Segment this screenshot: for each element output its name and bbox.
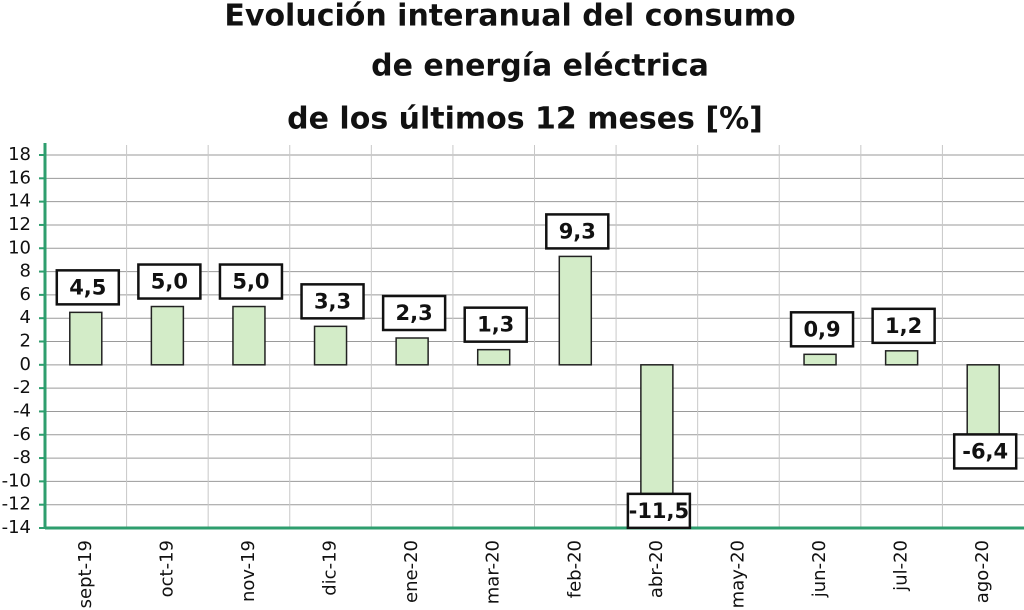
y-tick-label: 2	[20, 331, 31, 352]
y-tick-label: 8	[20, 261, 31, 282]
y-tick-label: 4	[20, 307, 31, 328]
chart-title: de energía eléctrica	[371, 49, 709, 84]
y-tick-label: -10	[2, 470, 31, 491]
value-label: 9,3	[559, 219, 596, 243]
value-label: 1,3	[477, 313, 514, 337]
y-tick-label: -4	[13, 400, 31, 421]
bar	[69, 311, 103, 366]
value-label-box	[55, 269, 121, 306]
bar	[884, 350, 919, 366]
value-label-box	[789, 311, 855, 348]
value-label-box	[952, 433, 1018, 470]
bar	[150, 305, 185, 366]
x-tick-label: oct-19	[156, 540, 177, 597]
y-tick-label: 10	[8, 237, 31, 258]
x-tick-label: abr-20	[646, 540, 667, 598]
x-tick-label: may-20	[727, 540, 748, 608]
x-tick-label: mar-20	[483, 540, 504, 604]
value-label: 1,2	[885, 314, 922, 338]
value-label: 2,3	[396, 301, 433, 325]
x-tick-label: nov-19	[238, 540, 259, 602]
y-tick-label: 0	[20, 354, 31, 375]
y-tick-label: -12	[2, 494, 31, 515]
value-label: 3,3	[314, 289, 351, 313]
y-tick-label: 6	[20, 284, 31, 305]
value-label-box	[137, 263, 202, 300]
value-label: 4,5	[69, 275, 106, 299]
value-label-box	[300, 283, 365, 320]
bar	[640, 364, 674, 500]
x-tick-label: ene-20	[401, 540, 422, 603]
y-tick-label: -14	[2, 517, 31, 538]
chart-title: de los últimos 12 meses [%]	[287, 102, 763, 137]
value-label-box	[381, 294, 447, 332]
value-label-box	[218, 263, 284, 300]
y-tick-label: -2	[13, 377, 31, 398]
y-tick-label: 14	[8, 191, 31, 212]
x-tick-label: jul-20	[891, 540, 912, 592]
bar	[232, 305, 266, 366]
bar	[395, 337, 429, 366]
value-label: 0,9	[803, 317, 840, 341]
x-tick-label: jun-20	[809, 540, 830, 598]
value-label: 5,0	[151, 270, 188, 294]
bar	[476, 348, 511, 366]
y-tick-label: 16	[8, 167, 31, 188]
y-tick-label: 18	[8, 144, 31, 165]
x-tick-label: ago-20	[972, 540, 993, 603]
value-label-box	[463, 306, 528, 343]
value-label: -11,5	[629, 499, 690, 523]
y-tick-label: -6	[13, 424, 31, 445]
x-tick-label: sept-19	[75, 540, 96, 608]
bar	[966, 364, 1000, 441]
bar	[803, 353, 837, 366]
x-tick-label: dic-19	[320, 540, 341, 596]
bar	[313, 325, 348, 366]
value-label: -6,4	[962, 439, 1008, 463]
chart-title: Evolución interanual del consumo	[224, 0, 795, 34]
value-label: 5,0	[232, 270, 269, 294]
value-label-box	[871, 307, 936, 345]
y-tick-label: -8	[13, 447, 31, 468]
value-label-box	[626, 492, 692, 530]
x-tick-label: feb-20	[564, 540, 585, 598]
value-label-box	[545, 213, 610, 250]
bar	[558, 255, 593, 366]
y-tick-label: 12	[8, 214, 31, 235]
